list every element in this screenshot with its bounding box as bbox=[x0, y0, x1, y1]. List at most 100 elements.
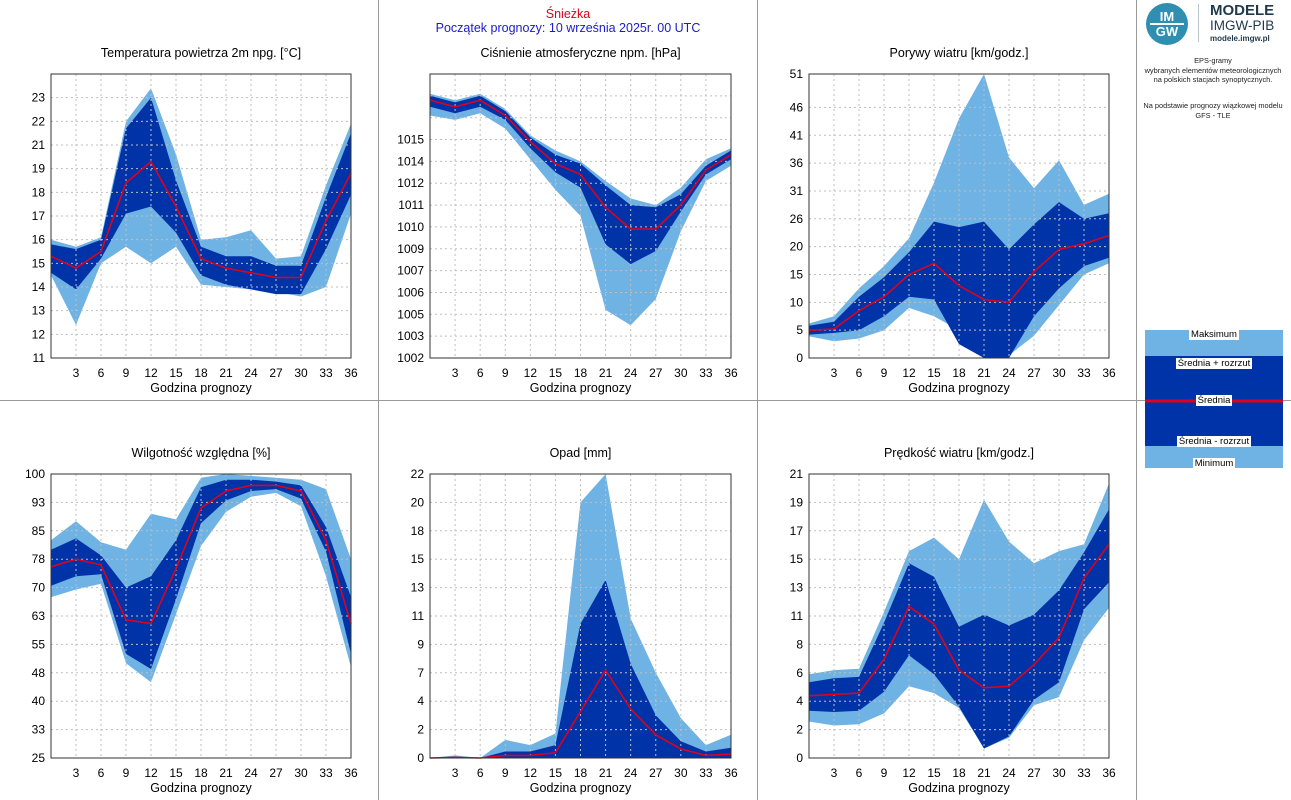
x-tick-label: 24 bbox=[1002, 766, 1016, 780]
chart-title: Ciśnienie atmosferyczne npm. [hPa] bbox=[480, 46, 680, 60]
x-tick-label: 30 bbox=[294, 766, 308, 780]
x-tick-label: 27 bbox=[649, 366, 663, 380]
y-tick-label: 1009 bbox=[397, 242, 424, 256]
y-tick-label: 13 bbox=[790, 581, 804, 595]
x-tick-label: 9 bbox=[123, 766, 130, 780]
x-tick-label: 15 bbox=[549, 766, 563, 780]
x-tick-label: 36 bbox=[724, 766, 738, 780]
y-tick-label: 1012 bbox=[397, 176, 424, 190]
x-tick-label: 27 bbox=[1027, 766, 1041, 780]
x-tick-label: 33 bbox=[699, 366, 713, 380]
x-tick-label: 9 bbox=[881, 366, 888, 380]
x-tick-label: 3 bbox=[831, 366, 838, 380]
y-tick-label: 26 bbox=[790, 212, 804, 226]
chart-title: Opad [mm] bbox=[550, 446, 612, 460]
x-tick-label: 24 bbox=[1002, 366, 1016, 380]
legend-label-text: Średnia bbox=[1195, 395, 1233, 406]
x-tick-label: 24 bbox=[624, 366, 638, 380]
chart-5: 3 6 9 12 15 18 21 24 27 30 33 3602479111315182022Go… bbox=[411, 446, 738, 795]
y-tick-label: 21 bbox=[790, 467, 804, 481]
y-tick-label: 9 bbox=[417, 637, 424, 651]
y-tick-label: 11 bbox=[791, 609, 804, 623]
logo-site: modele.imgw.pl bbox=[1210, 34, 1270, 43]
x-tick-label: 33 bbox=[1077, 766, 1091, 780]
x-tick-label: 18 bbox=[574, 366, 588, 380]
x-tick-label: 30 bbox=[674, 766, 688, 780]
x-tick-label: 12 bbox=[902, 366, 916, 380]
x-tick-label: 27 bbox=[269, 366, 283, 380]
plot-frame bbox=[808, 473, 1110, 759]
legend-label-mean: Średnia bbox=[1145, 395, 1283, 406]
description-line: GFS - TLE bbox=[1195, 110, 1231, 120]
chart-title: Temperatura powietrza 2m npg. [°C] bbox=[101, 46, 301, 60]
x-tick-label: 12 bbox=[144, 366, 158, 380]
y-tick-label: 14 bbox=[32, 280, 46, 294]
y-tick-label: 2 bbox=[417, 723, 424, 737]
y-tick-label: 31 bbox=[790, 184, 804, 198]
x-tick-label: 3 bbox=[73, 766, 80, 780]
y-tick-label: 51 bbox=[790, 67, 804, 81]
station-name: Śnieżka bbox=[545, 7, 591, 21]
x-tick-label: 15 bbox=[927, 766, 941, 780]
x-tick-label: 24 bbox=[244, 366, 258, 380]
y-tick-label: 18 bbox=[32, 185, 46, 199]
x-tick-label: 24 bbox=[624, 766, 638, 780]
plot-frame bbox=[429, 73, 732, 359]
y-tick-label: 41 bbox=[790, 128, 804, 142]
mean-line bbox=[50, 484, 352, 625]
description-line: EPS-gramy bbox=[1194, 56, 1232, 65]
logo-title: MODELE bbox=[1210, 2, 1275, 19]
x-tick-label: 15 bbox=[927, 366, 941, 380]
x-tick-label: 9 bbox=[502, 366, 509, 380]
chart-3: 3 6 9 12 15 18 21 24 27 30 33 360510152026313641465… bbox=[790, 46, 1116, 395]
logo-mark-bar bbox=[1150, 23, 1184, 25]
x-tick-label: 33 bbox=[319, 766, 333, 780]
x-tick-label: 21 bbox=[219, 366, 233, 380]
x-tick-label: 36 bbox=[1102, 366, 1116, 380]
chart-2: 3 6 9 12 15 18 21 24 27 30 33 361002100310051006100… bbox=[397, 46, 738, 395]
logo-mark-bottom: GW bbox=[1155, 24, 1179, 39]
x-tick-label: 30 bbox=[674, 366, 688, 380]
y-tick-label: 15 bbox=[790, 267, 804, 281]
y-tick-label: 25 bbox=[32, 751, 46, 765]
y-tick-label: 19 bbox=[32, 162, 46, 176]
mean-line bbox=[808, 543, 1110, 697]
x-tick-label: 3 bbox=[831, 766, 838, 780]
y-tick-label: 22 bbox=[32, 114, 46, 128]
y-tick-label: 0 bbox=[796, 351, 803, 365]
x-tick-label: 27 bbox=[269, 766, 283, 780]
y-tick-label: 17 bbox=[32, 209, 46, 223]
y-tick-label: 5 bbox=[796, 323, 803, 337]
x-tick-label: 18 bbox=[574, 766, 588, 780]
logo-separator bbox=[1198, 4, 1199, 42]
y-tick-label: 1015 bbox=[397, 133, 424, 147]
chart-6: 3 6 9 12 15 18 21 24 27 30 33 3602468111315171921Go… bbox=[790, 446, 1116, 795]
x-tick-label: 36 bbox=[344, 366, 358, 380]
y-tick-label: 78 bbox=[32, 552, 46, 566]
x-axis-label: Godzina prognozy bbox=[150, 381, 252, 395]
x-tick-label: 21 bbox=[977, 366, 991, 380]
x-tick-label: 30 bbox=[294, 366, 308, 380]
x-tick-label: 18 bbox=[194, 366, 208, 380]
legend-label-mean-plus: Średnia + rozrzut bbox=[1145, 358, 1283, 369]
chart-title: Porywy wiatru [km/godz.] bbox=[890, 46, 1029, 60]
y-tick-label: 48 bbox=[32, 666, 46, 680]
y-tick-label: 20 bbox=[790, 240, 804, 254]
y-tick-label: 11 bbox=[33, 351, 46, 365]
x-tick-label: 9 bbox=[881, 766, 888, 780]
x-tick-label: 12 bbox=[524, 766, 538, 780]
x-tick-label: 18 bbox=[194, 766, 208, 780]
legend-label-mean-minus: Średnia - rozrzut bbox=[1145, 436, 1283, 447]
y-tick-label: 0 bbox=[796, 751, 803, 765]
y-tick-label: 1010 bbox=[397, 220, 424, 234]
plot-frame bbox=[50, 73, 352, 359]
legend-label-min: Minimum bbox=[1145, 458, 1283, 469]
x-tick-label: 3 bbox=[452, 766, 459, 780]
x-axis-label: Godzina prognozy bbox=[530, 781, 632, 795]
y-tick-label: 93 bbox=[32, 495, 46, 509]
plot-frame bbox=[429, 473, 732, 759]
x-tick-label: 21 bbox=[977, 766, 991, 780]
x-tick-label: 30 bbox=[1052, 766, 1066, 780]
y-tick-label: 85 bbox=[32, 524, 46, 538]
